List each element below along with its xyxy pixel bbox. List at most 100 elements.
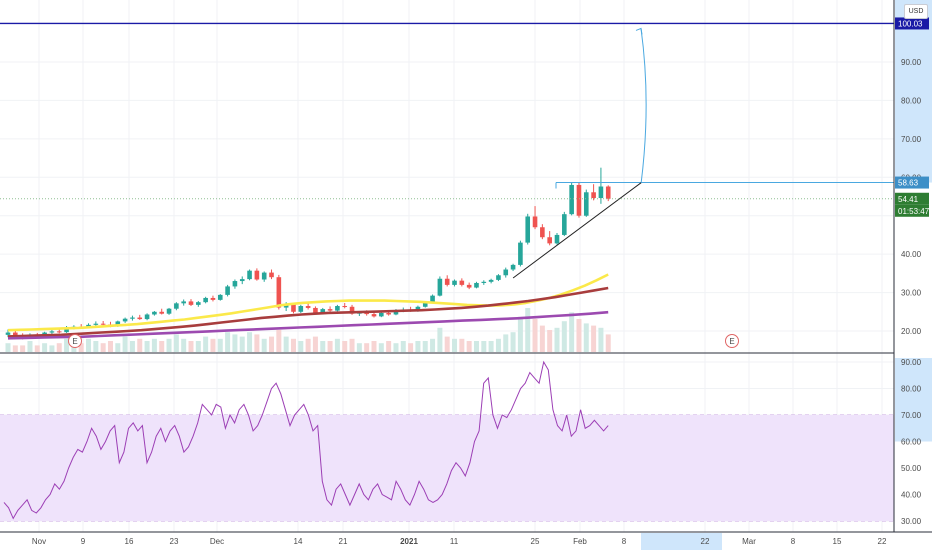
candle-body[interactable] [349, 306, 355, 314]
candle-body[interactable] [305, 306, 311, 308]
candle-body[interactable] [488, 279, 494, 282]
candle-body[interactable] [335, 306, 340, 311]
candle-body[interactable] [510, 264, 516, 270]
candle-body[interactable] [261, 272, 267, 280]
candle-body[interactable] [144, 314, 150, 320]
candle-body[interactable] [371, 314, 377, 317]
candle-body[interactable] [540, 227, 545, 238]
candle-body[interactable] [320, 309, 326, 313]
candle-body[interactable] [444, 278, 450, 285]
candle-body[interactable] [5, 332, 11, 335]
candle-body[interactable] [174, 303, 179, 309]
earnings-marker[interactable] [725, 334, 739, 348]
candle-body[interactable] [239, 279, 245, 282]
time-tick-label: Nov [32, 537, 46, 546]
projection-arrow[interactable] [640, 28, 647, 183]
candle-body[interactable] [422, 302, 428, 307]
candle-body[interactable] [283, 304, 289, 308]
candle-body[interactable] [525, 216, 531, 243]
candle-body[interactable] [196, 302, 201, 305]
candle-body[interactable] [203, 297, 208, 303]
candle-body[interactable] [291, 304, 296, 312]
candle-body[interactable] [481, 281, 487, 283]
candle-body[interactable] [298, 306, 304, 312]
currency-button[interactable]: USD [904, 4, 928, 19]
candle-body[interactable] [93, 323, 99, 325]
earnings-marker[interactable] [68, 334, 82, 348]
candle-body[interactable] [232, 281, 238, 287]
candle-body[interactable] [496, 275, 501, 280]
ascending-trendline[interactable] [512, 182, 642, 279]
volume-bar [532, 319, 538, 352]
candle-body[interactable] [166, 308, 172, 314]
candle-body[interactable] [225, 286, 230, 295]
candle-body[interactable] [122, 318, 128, 322]
candle-body[interactable] [247, 270, 252, 280]
candle-body[interactable] [159, 311, 165, 314]
volume-bar [430, 338, 436, 352]
candle-body[interactable] [210, 297, 216, 300]
candle-body[interactable] [532, 216, 538, 228]
candle-body[interactable] [364, 312, 369, 315]
volume-bar [386, 341, 392, 352]
candle-body[interactable] [605, 186, 611, 199]
candle-body[interactable] [518, 242, 523, 265]
candle-body[interactable] [130, 317, 135, 319]
candle-body[interactable] [598, 186, 604, 199]
candle-body[interactable] [181, 301, 186, 304]
candle-body[interactable] [562, 214, 567, 235]
volume-bar [364, 343, 370, 352]
candle-body[interactable] [56, 331, 62, 333]
candle-body[interactable] [583, 192, 589, 216]
candle-body[interactable] [569, 184, 574, 215]
candle-body[interactable] [188, 301, 194, 305]
candle-body[interactable] [13, 332, 18, 336]
candle-body[interactable] [415, 306, 421, 312]
volume-bar [56, 343, 62, 352]
candle-body[interactable] [576, 184, 582, 216]
candle-body[interactable] [254, 270, 260, 280]
price-tick-label: 40.00 [901, 250, 922, 259]
volume-bar [261, 338, 267, 352]
volume-bar [525, 308, 531, 352]
volume-bar [188, 341, 194, 352]
candle-body[interactable] [386, 312, 391, 315]
candle-body[interactable] [327, 309, 333, 311]
candle-body[interactable] [276, 277, 282, 308]
candle-body[interactable] [437, 278, 443, 296]
candle-body[interactable] [342, 306, 348, 308]
candle-body[interactable] [49, 331, 55, 333]
rsi-tick-label: 80.00 [901, 385, 922, 394]
volume-bar [254, 334, 260, 352]
candle-body[interactable] [591, 192, 596, 199]
volume-bar [49, 345, 55, 352]
candle-body[interactable] [217, 294, 223, 300]
candle-body[interactable] [459, 280, 465, 285]
candle-body[interactable] [379, 312, 384, 317]
candle-body[interactable] [503, 269, 509, 276]
candle-body[interactable] [466, 284, 472, 288]
rsi-tick-label: 90.00 [901, 358, 922, 367]
chart-drawings[interactable] [0, 22, 894, 279]
time-tick-label: 8 [791, 537, 796, 546]
volume-bar [503, 334, 509, 352]
candle-body[interactable] [393, 310, 399, 315]
target-price-badge: 100.03 [898, 19, 923, 28]
candle-body[interactable] [64, 327, 69, 333]
candle-body[interactable] [313, 307, 318, 313]
candle-body[interactable] [452, 280, 457, 285]
candle-body[interactable] [100, 323, 106, 325]
candle-body[interactable] [474, 282, 479, 288]
volume-bar [598, 327, 604, 352]
candle-body[interactable] [137, 317, 143, 320]
candle-body[interactable] [430, 295, 435, 303]
candle-body[interactable] [115, 321, 121, 327]
candlestick-series[interactable] [5, 167, 611, 340]
candle-body[interactable] [152, 311, 157, 315]
candle-body[interactable] [547, 237, 552, 244]
candle-body[interactable] [269, 272, 274, 278]
candle-body[interactable] [554, 234, 560, 244]
